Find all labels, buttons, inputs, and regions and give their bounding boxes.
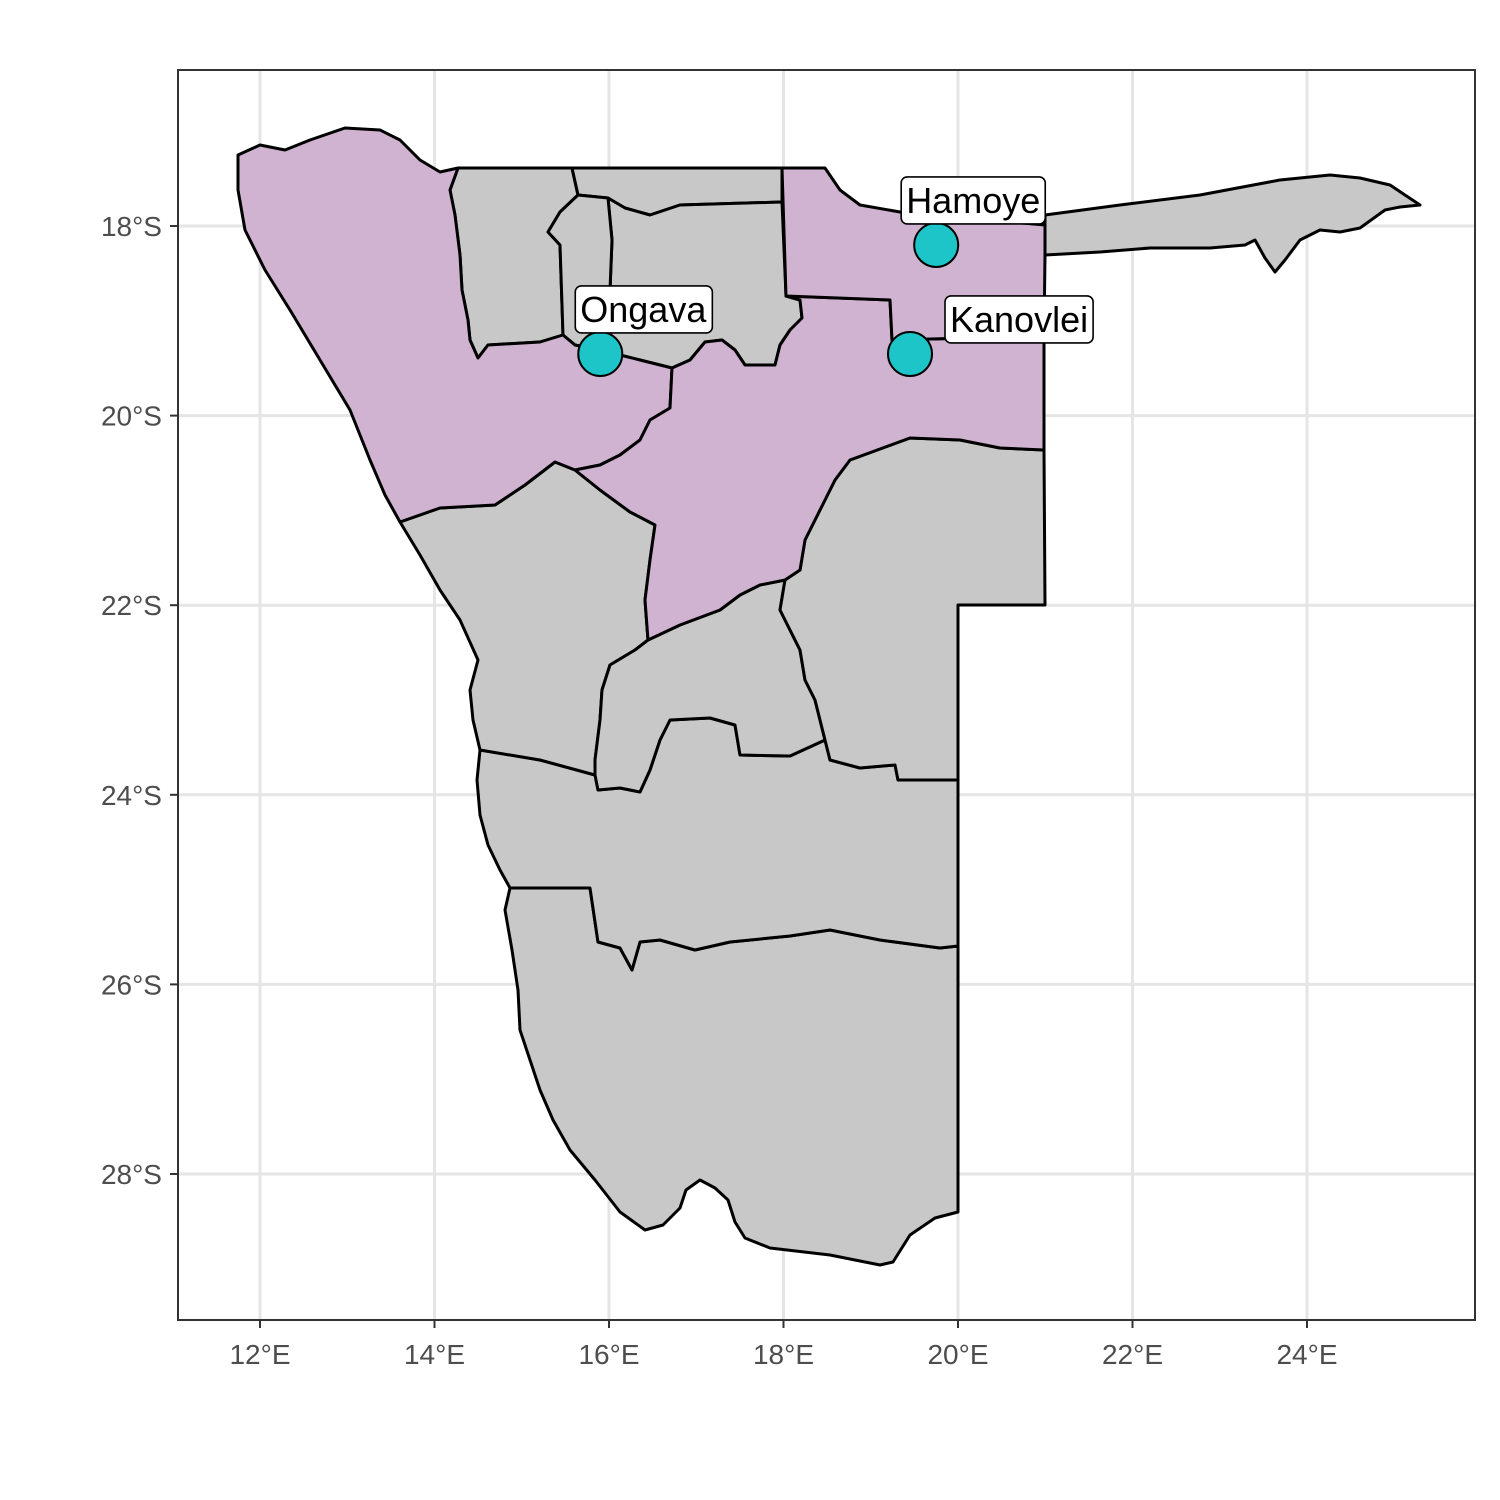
x-tick-label: 18°E (753, 1339, 814, 1370)
site-label-box (944, 295, 1094, 344)
y-tick-label: 26°S (101, 969, 162, 1000)
site-label: Kanovlei (950, 299, 1088, 340)
x-tick-label: 20°E (927, 1339, 988, 1370)
y-tick-label: 24°S (101, 780, 162, 811)
x-tick-label: 16°E (578, 1339, 639, 1370)
site-hamoye: Hamoye (900, 176, 1047, 268)
site-point (887, 330, 934, 377)
sites: Hamoye Ongava Kanovlei (574, 176, 1094, 377)
x-tick-label: 12°E (229, 1339, 290, 1370)
x-tick-label: 14°E (404, 1339, 465, 1370)
regions (236, 126, 1422, 1267)
y-tick-label: 20°S (101, 401, 162, 432)
site-point (577, 330, 624, 377)
region-zambezi (1043, 173, 1422, 274)
site-label-box (900, 176, 1047, 225)
y-tick-label: 22°S (101, 590, 162, 621)
region-otjozondjupa (573, 294, 1046, 642)
y-tick-label: 28°S (101, 1159, 162, 1190)
site-label: Ongava (580, 289, 707, 330)
map-panel-border (177, 69, 1476, 1321)
site-label-box (574, 285, 714, 334)
site-point (913, 221, 960, 268)
y-axis: 18°S 20°S 22°S 24°S 26°S 28°S (101, 211, 178, 1190)
site-kanovlei: Kanovlei (887, 295, 1094, 377)
x-tick-label: 24°E (1276, 1339, 1337, 1370)
x-axis: 12°E 14°E 16°E 18°E 20°E 22°E 24°E (229, 1320, 1338, 1370)
site-ongava: Ongava (574, 285, 714, 377)
site-label: Hamoye (906, 180, 1040, 221)
x-tick-label: 22°E (1102, 1339, 1163, 1370)
y-tick-label: 18°S (101, 211, 162, 242)
